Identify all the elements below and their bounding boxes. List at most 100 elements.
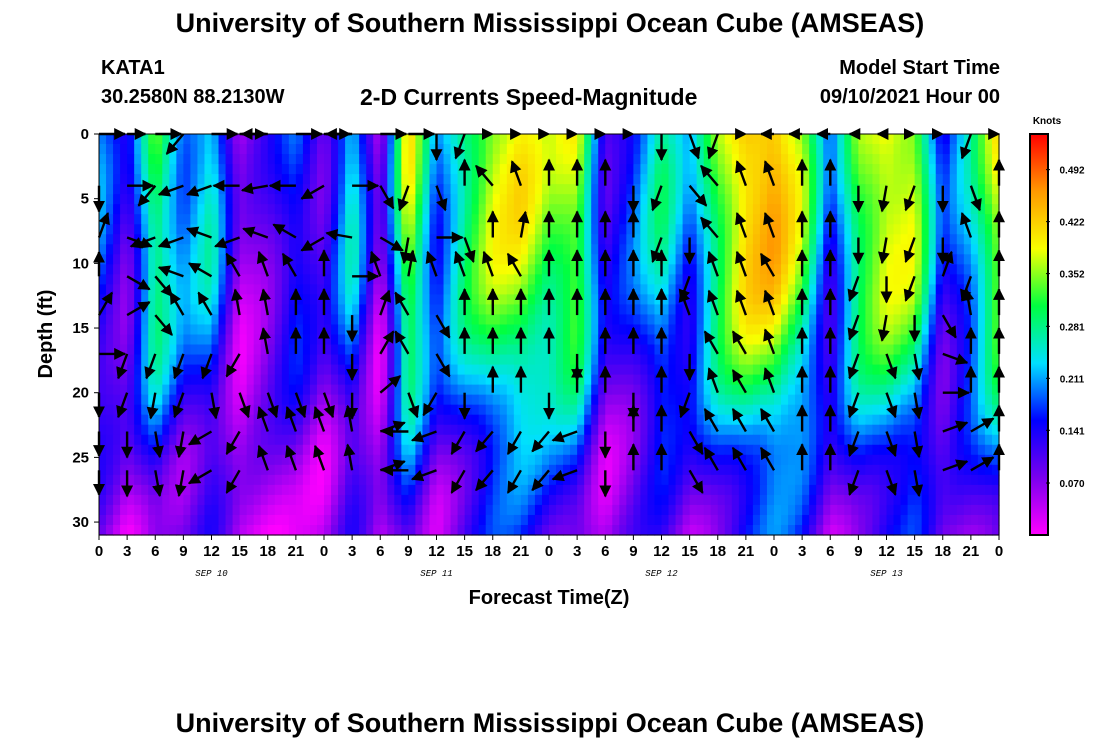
heatmap-cell <box>162 214 170 225</box>
heatmap-cell <box>295 434 304 446</box>
heatmap-cell <box>781 394 789 406</box>
heatmap-cell <box>556 144 564 155</box>
heatmap-cell <box>331 414 339 426</box>
heatmap-cell <box>288 384 297 396</box>
heatmap-cell <box>485 404 494 416</box>
heatmap-cell <box>647 334 656 346</box>
heatmap-cell <box>345 494 353 506</box>
heatmap-cell <box>345 474 353 486</box>
heatmap-cell <box>598 454 606 466</box>
heatmap-cell <box>415 154 424 165</box>
heatmap-cell <box>366 284 374 296</box>
heatmap-cell <box>717 334 726 346</box>
heatmap-cell <box>886 464 895 476</box>
heatmap-cell <box>183 384 192 396</box>
heatmap-cell <box>450 384 459 396</box>
heatmap-cell <box>492 204 501 215</box>
heatmap-cell <box>872 424 881 436</box>
heatmap-cell <box>527 234 536 245</box>
heatmap-cell <box>752 294 761 306</box>
heatmap-cell <box>851 164 859 175</box>
heatmap-cell <box>169 394 177 406</box>
heatmap-cell <box>225 474 234 486</box>
heatmap-cell <box>914 324 923 336</box>
heatmap-cell <box>745 494 754 506</box>
heatmap-cell <box>106 344 114 356</box>
heatmap-cell <box>717 434 726 446</box>
heatmap-cell <box>556 464 564 476</box>
heatmap-cell <box>949 194 958 205</box>
heatmap-cell <box>253 414 262 426</box>
heatmap-cell <box>844 134 852 145</box>
heatmap-cell <box>302 444 311 456</box>
heatmap-cell <box>858 404 867 416</box>
heatmap-cell <box>696 454 705 466</box>
heatmap-cell <box>520 354 529 366</box>
heatmap-cell <box>844 384 852 396</box>
heatmap-cell <box>443 454 452 466</box>
heatmap-cell <box>324 214 332 225</box>
heatmap-cell <box>844 224 852 235</box>
heatmap-cell <box>556 204 564 215</box>
heatmap-cell <box>443 354 452 366</box>
heatmap-cell <box>809 314 817 326</box>
heatmap-cell <box>331 214 339 225</box>
heatmap-cell <box>781 494 789 506</box>
heatmap-cell <box>281 424 290 436</box>
heatmap-cell <box>176 384 184 396</box>
heatmap-cell <box>457 244 466 255</box>
heatmap-cell <box>689 514 698 526</box>
heatmap-cell <box>549 274 557 285</box>
heatmap-cell <box>788 314 796 326</box>
heatmap-cell <box>450 214 459 225</box>
heatmap-cell <box>380 314 388 326</box>
heatmap-cell <box>591 324 599 336</box>
heatmap-cell <box>563 184 571 195</box>
heatmap-cell <box>506 514 515 526</box>
heatmap-cell <box>893 264 902 275</box>
heatmap-cell <box>858 134 867 145</box>
heatmap-cell <box>359 384 367 396</box>
heatmap-cell <box>717 244 726 255</box>
heatmap-cell <box>717 484 726 496</box>
heatmap-cell <box>668 214 677 225</box>
heatmap-cell <box>872 204 881 215</box>
heatmap-cell <box>492 224 501 235</box>
heatmap-cell <box>324 194 332 205</box>
heatmap-cell <box>640 254 649 265</box>
heatmap-cell <box>556 224 564 235</box>
heatmap-cell <box>218 484 227 496</box>
heatmap-cell <box>696 244 705 255</box>
heatmap-cell <box>267 154 276 165</box>
heatmap-cell <box>577 424 585 436</box>
heatmap-cell <box>626 174 634 185</box>
heatmap-cell <box>823 494 831 506</box>
heatmap-cell <box>823 354 831 366</box>
heatmap-cell <box>338 144 346 155</box>
heatmap-cell <box>415 384 424 396</box>
heatmap-cell <box>225 144 234 155</box>
heatmap-cell <box>731 494 740 506</box>
heatmap-cell <box>302 454 311 466</box>
heatmap-cell <box>345 264 353 275</box>
heatmap-cell <box>900 344 909 356</box>
heatmap-cell <box>99 514 107 526</box>
heatmap-cell <box>183 414 192 426</box>
heatmap-cell <box>471 294 480 306</box>
heatmap-cell <box>851 454 859 466</box>
heatmap-cell <box>106 204 114 215</box>
heatmap-cell <box>661 514 670 526</box>
heatmap-cell <box>781 144 789 155</box>
heatmap-cell <box>970 224 979 235</box>
heatmap-cell <box>710 384 719 396</box>
heatmap-cell <box>141 214 149 225</box>
heatmap-cell <box>752 334 761 346</box>
heatmap-cell <box>696 474 705 486</box>
heatmap-cell <box>956 234 965 245</box>
heatmap-cell <box>942 164 951 175</box>
heatmap-cell <box>387 314 395 326</box>
heatmap-cell <box>935 404 944 416</box>
heatmap-cell <box>373 154 381 165</box>
heatmap-cell <box>752 364 761 376</box>
heatmap-cell <box>865 454 874 466</box>
